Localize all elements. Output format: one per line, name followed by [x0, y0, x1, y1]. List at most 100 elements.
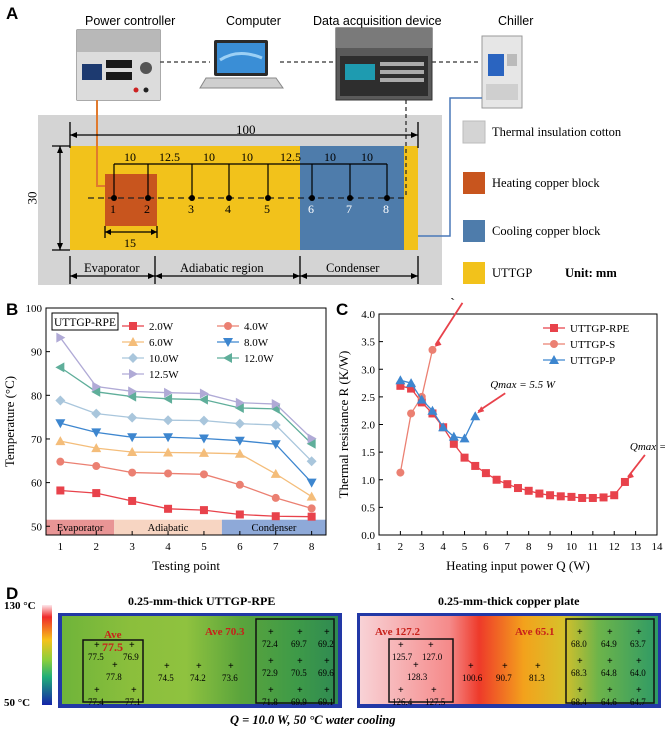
b-point-2.0W-4 [164, 504, 173, 513]
setup-diagram [38, 27, 523, 285]
b-point-2.0W-1 [56, 486, 65, 495]
cu-right-cross-7: + [607, 685, 613, 696]
b-point-10.0W-5 [198, 415, 209, 426]
cu-right-value-4: 64.8 [601, 668, 617, 678]
cu-right-cross-2: + [636, 627, 642, 638]
testing-point-8: 8 [383, 202, 389, 216]
c-point-UTTGP-RPE-12 [514, 484, 522, 493]
copper-ave-left: Ave 127.2 [375, 626, 421, 638]
c-point-UTTGP-RPE-2 [407, 384, 416, 393]
b-xtick-4: 4 [165, 541, 171, 553]
dim-heater-width: 15 [124, 236, 136, 250]
b-line-10.0W [60, 399, 313, 462]
b-legend-marker-2.0W [129, 322, 137, 330]
b-point-4.0W-6 [235, 480, 244, 489]
c-ytick-0: 0.0 [361, 530, 375, 542]
c-point-UTTGP-P-8 [470, 411, 481, 421]
coolant-line [418, 97, 482, 237]
testing-point-3: 3 [188, 202, 194, 216]
legend-swatch-insulation [462, 120, 486, 144]
rpe-right-value-6: 71.8 [262, 697, 278, 707]
b-legend-marker-8.0W [223, 338, 233, 347]
b-point-4.0W-1 [56, 457, 65, 466]
rpe-right-value-8: 69.1 [318, 697, 334, 707]
color-scale-bar [42, 605, 52, 705]
b-point-10.0W-3 [127, 412, 138, 423]
cu-right-cross-4: + [607, 656, 613, 667]
c-point-UTTGP-S-2 [407, 409, 416, 418]
b-point-8.0W-3 [127, 433, 138, 443]
rpe-right-cross-2: + [324, 627, 330, 638]
c-line-UTTGP-RPE [400, 385, 626, 499]
copper-ave-right: Ave 65.1 [515, 626, 555, 638]
b-point-6.0W-2 [91, 443, 102, 453]
cu-right-cross-6: + [577, 685, 583, 696]
rpe-left-value-2: 77.8 [106, 672, 122, 682]
region-band-0 [46, 519, 115, 535]
b-series-10.0W: 10.0W [55, 353, 317, 467]
rpe-right-cross-1: + [297, 627, 303, 638]
b-point-4.0W-2 [92, 462, 101, 471]
c-xlabel: Heating input power Q (W) [446, 558, 590, 573]
b-legend-marker-10.0W [128, 353, 138, 363]
c-point-UTTGP-RPE-10 [492, 475, 501, 484]
cu-right-cross-1: + [607, 627, 613, 638]
c-ytick-4: 4.0 [361, 309, 375, 321]
b-point-2.0W-2 [92, 489, 101, 498]
dim-spacing-7: 10 [361, 150, 373, 164]
c-point-UTTGP-RPE-9 [481, 469, 490, 478]
region-condenser: Condenser [326, 261, 380, 275]
cu-left-value-3: 126.4 [392, 697, 413, 707]
dim-spacing-6: 10 [324, 150, 336, 164]
b-ytick-80: 80 [31, 390, 43, 402]
c-annotation-1: Qmax = 5.5 W [490, 379, 556, 391]
chiller-label: Chiller [498, 14, 534, 28]
cu-left-cross-3: + [398, 685, 404, 696]
b-xtick-7: 7 [273, 541, 279, 553]
b-point-10.0W-6 [234, 418, 245, 429]
rpe-right-value-2: 69.2 [318, 639, 334, 649]
legend-swatch-heating [463, 172, 485, 194]
c-legend-marker-UTTGP-P [549, 355, 559, 364]
rpe-right-value-4: 70.5 [291, 668, 307, 678]
copper-title: 0.25-mm-thick copper plate [438, 594, 580, 608]
rpe-mid-cross-1: + [196, 661, 202, 672]
b-series-2.0W: 2.0W [56, 321, 316, 521]
rpe-mid-value-2: 73.6 [222, 673, 238, 683]
dim-total: 100 [236, 122, 256, 137]
cu-right-cross-5: + [636, 656, 642, 667]
b-point-12.0W-4 [163, 393, 173, 404]
cu-right-value-0: 68.0 [571, 639, 587, 649]
c-xtick-3: 3 [419, 541, 425, 553]
b-point-12.0W-3 [127, 391, 137, 402]
rpe-ave-left-label: Ave [104, 629, 122, 641]
rpe-right-value-0: 72.4 [262, 639, 278, 649]
c-ytick-0.5: 0.5 [361, 502, 375, 514]
c-point-UTTGP-RPE-8 [471, 461, 480, 470]
rpe-left-cross-3: + [94, 685, 100, 696]
rpe-ave-left-value: 77.5 [102, 640, 123, 654]
b-legend-10.0W: 10.0W [149, 353, 179, 365]
c-legend-UTTGP-P: UTTGP-P [570, 355, 615, 367]
dim-spacing-2: 12.5 [159, 150, 180, 164]
b-point-6.0W-3 [127, 447, 138, 457]
cu-left-value-1: 127.0 [422, 652, 443, 662]
c-point-UTTGP-RPE-15 [546, 491, 555, 500]
b-point-12.5W-3 [128, 386, 138, 397]
b-ytick-70: 70 [31, 434, 43, 446]
c-series-UTTGP-S: UTTGP-S [396, 339, 615, 477]
rpe-mid-cross-0: + [164, 661, 170, 672]
b-point-2.0W-7 [271, 512, 280, 521]
testing-point-5: 5 [264, 202, 270, 216]
testing-point-6: 6 [308, 202, 314, 216]
c-point-UTTGP-P-4 [427, 405, 438, 415]
daq-label: Data acquisition device [313, 14, 442, 28]
b-point-8.0W-1 [55, 419, 66, 429]
c-ylabel: Thermal resistance R (K/W) [336, 351, 351, 499]
cu-right-value-1: 64.9 [601, 639, 617, 649]
b-point-12.5W-5 [199, 388, 209, 399]
b-line-2.0W [60, 489, 312, 518]
c-ytick-2: 2.0 [361, 420, 375, 432]
cu-right-cross-8: + [636, 685, 642, 696]
rpe-right-cross-7: + [297, 685, 303, 696]
